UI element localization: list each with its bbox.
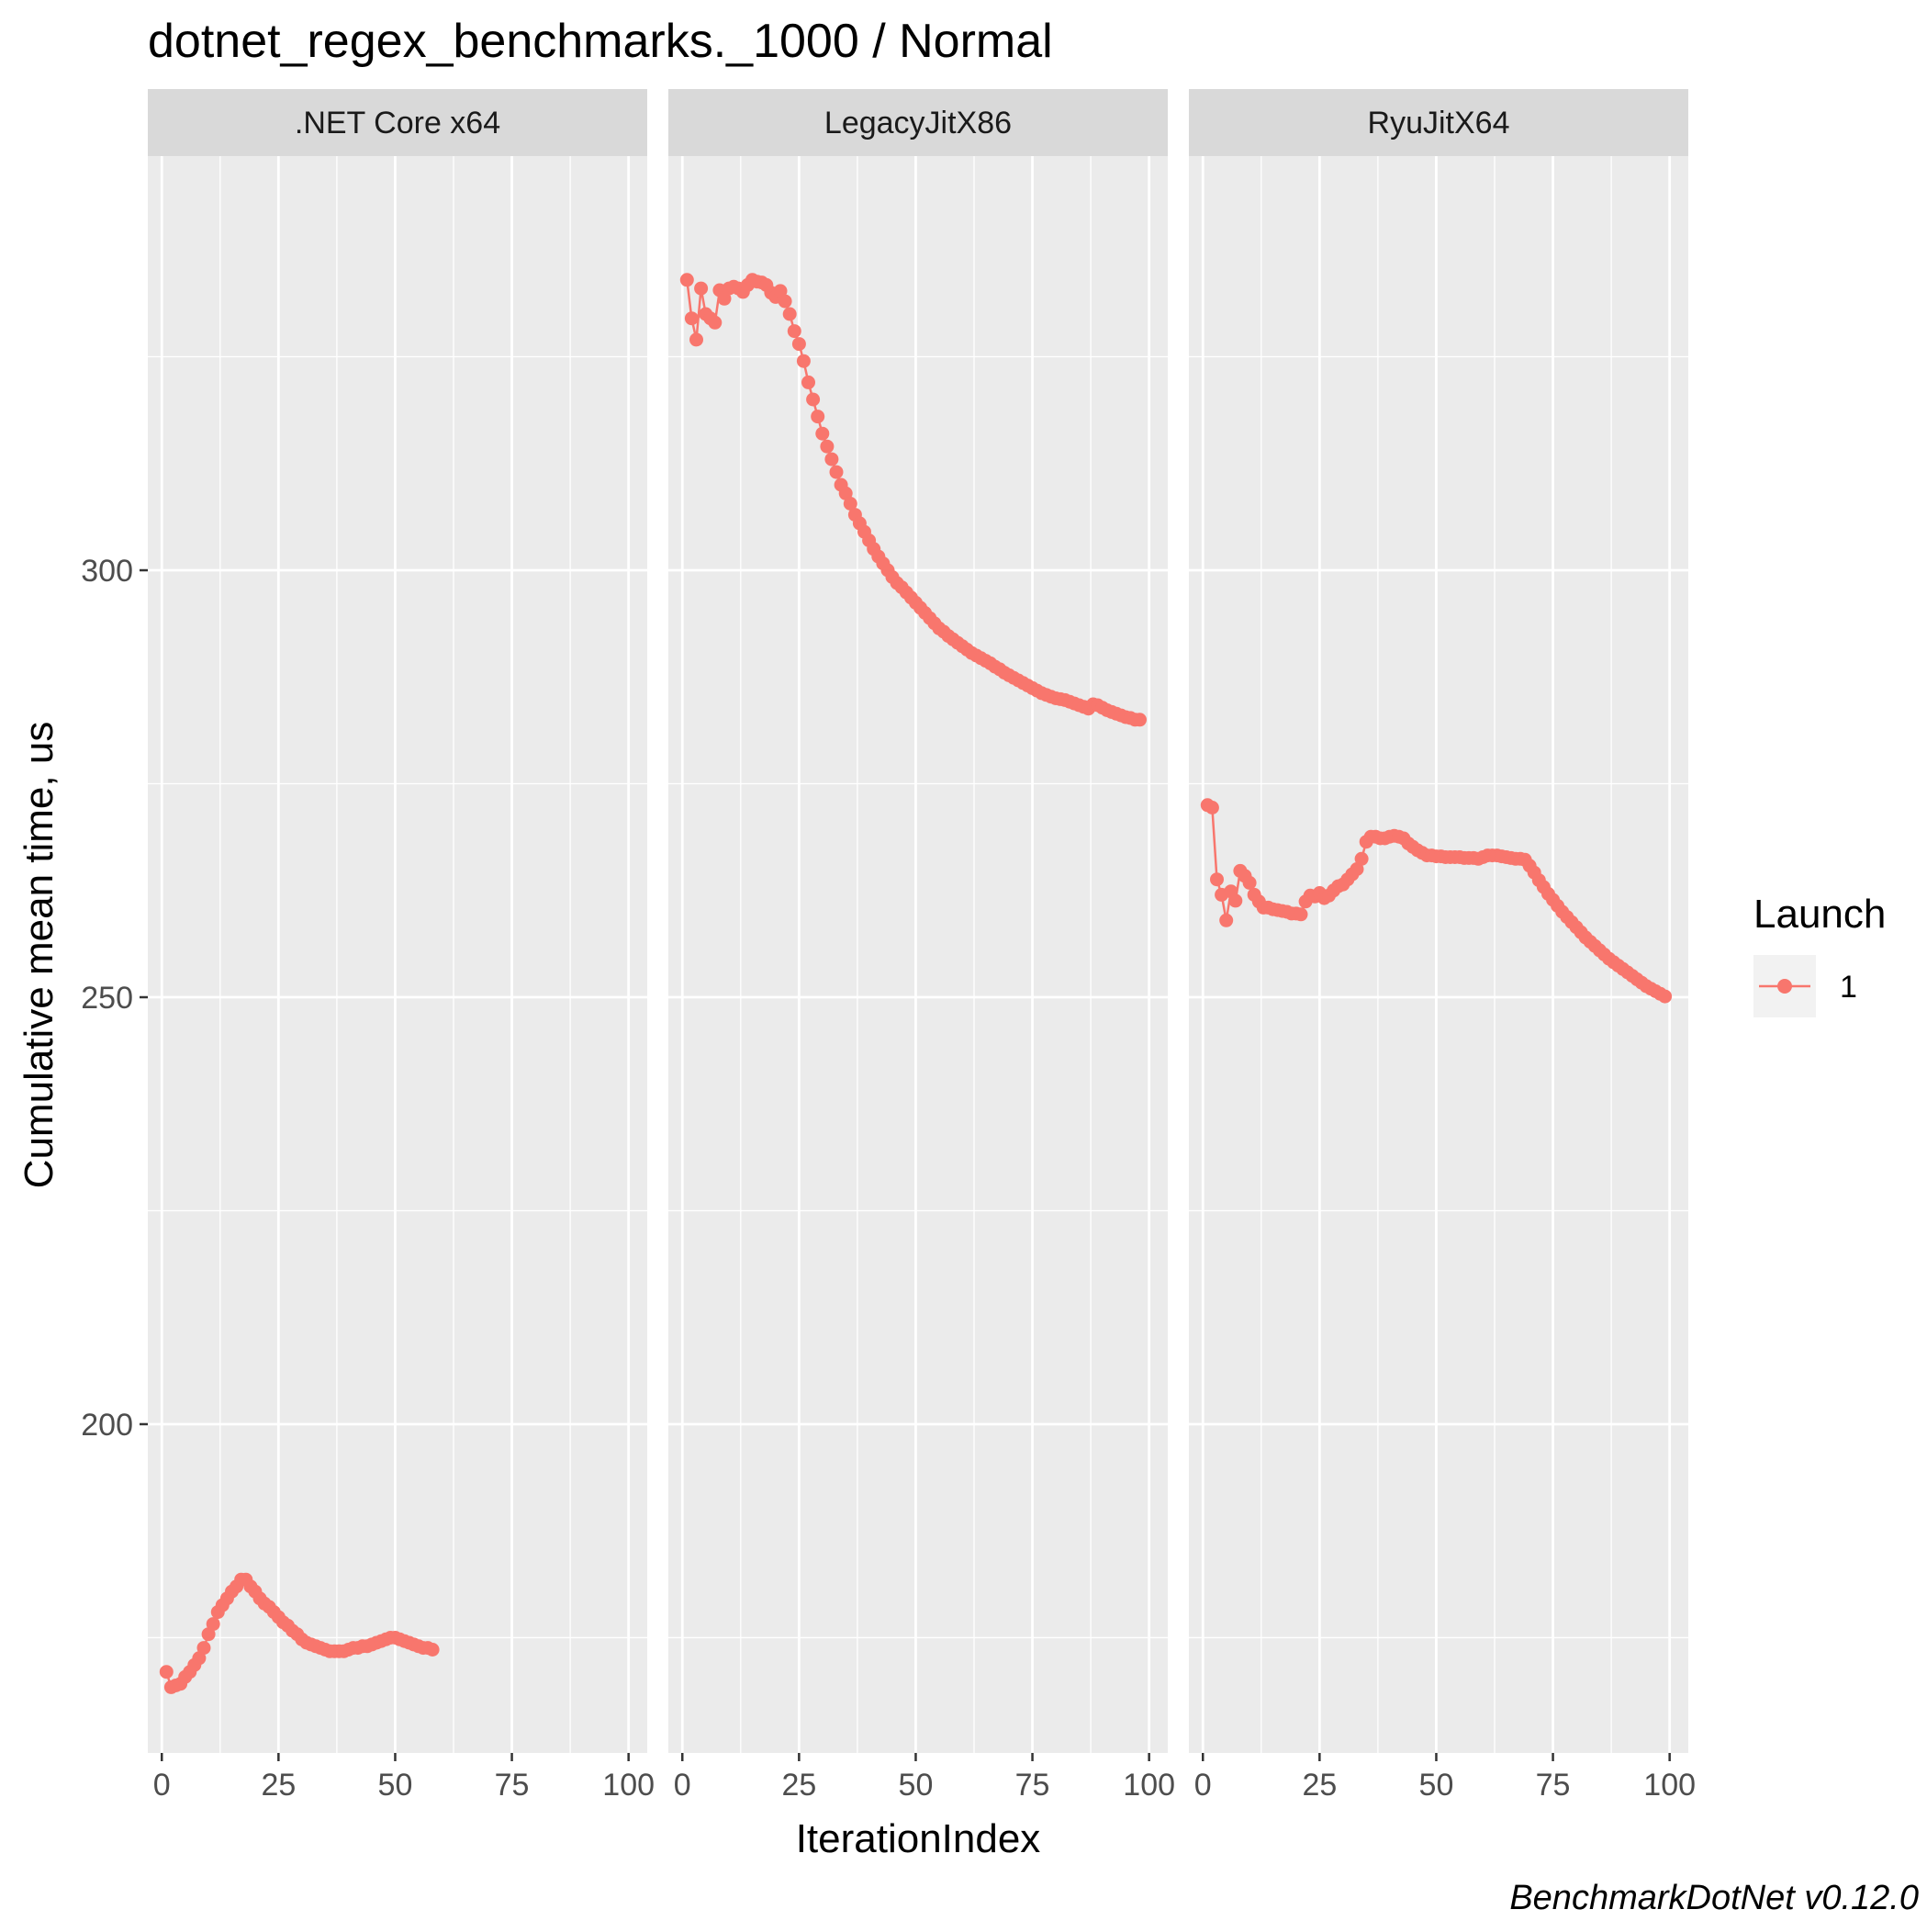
x-tick-label: 50 [1419,1768,1454,1803]
x-tick-label: 25 [781,1768,816,1803]
x-axis-title: IterationIndex [796,1816,1041,1861]
y-axis-title: Cumulative mean time, us [17,722,62,1189]
data-point [717,291,732,306]
data-point [829,465,844,479]
legend: Launch 1 [1753,892,1886,1017]
facet-panel-2: LegacyJitX86 0 25 50 75 100 [668,89,1175,1803]
data-point [684,311,699,326]
data-point [192,1651,207,1666]
x-tick-label: 100 [1123,1768,1175,1803]
data-point [708,315,723,330]
x-tick-label: 100 [1643,1768,1696,1803]
data-point [1354,851,1369,866]
data-point [796,354,811,368]
panel-background [148,156,647,1753]
data-point [1228,893,1243,908]
y-axis: 200 250 300 [81,554,148,1443]
y-tick-label: 250 [81,981,133,1016]
data-point [806,392,821,407]
data-point [1658,989,1673,1004]
facet-panel-1: .NET Core x64 0 25 50 75 100 [148,89,655,1803]
data-point [773,284,788,298]
data-point [787,324,801,339]
x-tick-label: 100 [602,1768,655,1803]
facet-strip-label: .NET Core x64 [295,106,500,140]
facet-strip [668,89,1168,156]
x-tick-label: 0 [1194,1768,1212,1803]
chart-title: dotnet_regex_benchmarks._1000 / Normal [148,15,1053,68]
data-point [843,497,857,511]
data-point [1133,713,1147,727]
facet-strip-label: RyuJitX64 [1368,106,1510,140]
x-tick-label: 50 [899,1768,934,1803]
facet-strip [148,89,647,156]
x-tick-label: 0 [674,1768,691,1803]
data-point [824,452,839,466]
data-point [838,486,853,500]
data-point [791,337,806,352]
data-point [811,410,825,424]
data-point [1350,862,1364,876]
facet-strip [1189,89,1688,156]
x-tick-label: 75 [1536,1768,1571,1803]
legend-key-point [1777,979,1792,994]
x-tick-label: 25 [1302,1768,1337,1803]
data-point [679,273,694,287]
data-point [425,1643,440,1657]
data-point [1204,801,1219,814]
legend-entry-label: 1 [1840,970,1857,1005]
panel-background [668,156,1168,1753]
y-tick-label: 200 [81,1408,133,1443]
data-point [1242,875,1257,890]
x-tick-label: 75 [495,1768,530,1803]
data-point [1219,913,1234,927]
x-tick-label: 0 [153,1768,171,1803]
data-point [801,375,815,389]
data-point [1294,907,1308,922]
x-tick-label: 75 [1015,1768,1050,1803]
data-point [782,307,797,321]
x-tick-label: 50 [378,1768,413,1803]
legend-title: Launch [1753,892,1886,937]
data-point [820,439,835,454]
data-point [159,1665,174,1679]
data-point [694,281,709,296]
y-tick-label: 300 [81,554,133,589]
x-tick-label: 25 [261,1768,296,1803]
data-point [196,1641,211,1656]
data-point [778,294,792,309]
data-point [689,332,703,347]
chart-caption: BenchmarkDotNet v0.12.0 [1509,1879,1919,1917]
data-point [206,1617,220,1632]
data-point [1210,872,1224,887]
facet-panel-3: RyuJitX64 0 25 50 75 100 [1189,89,1696,1803]
facet-strip-label: LegacyJitX86 [824,106,1012,140]
data-point [815,426,830,441]
facet-panels: .NET Core x64 0 25 50 75 100 LegacyJitX86 0 25 50… [148,89,1696,1803]
